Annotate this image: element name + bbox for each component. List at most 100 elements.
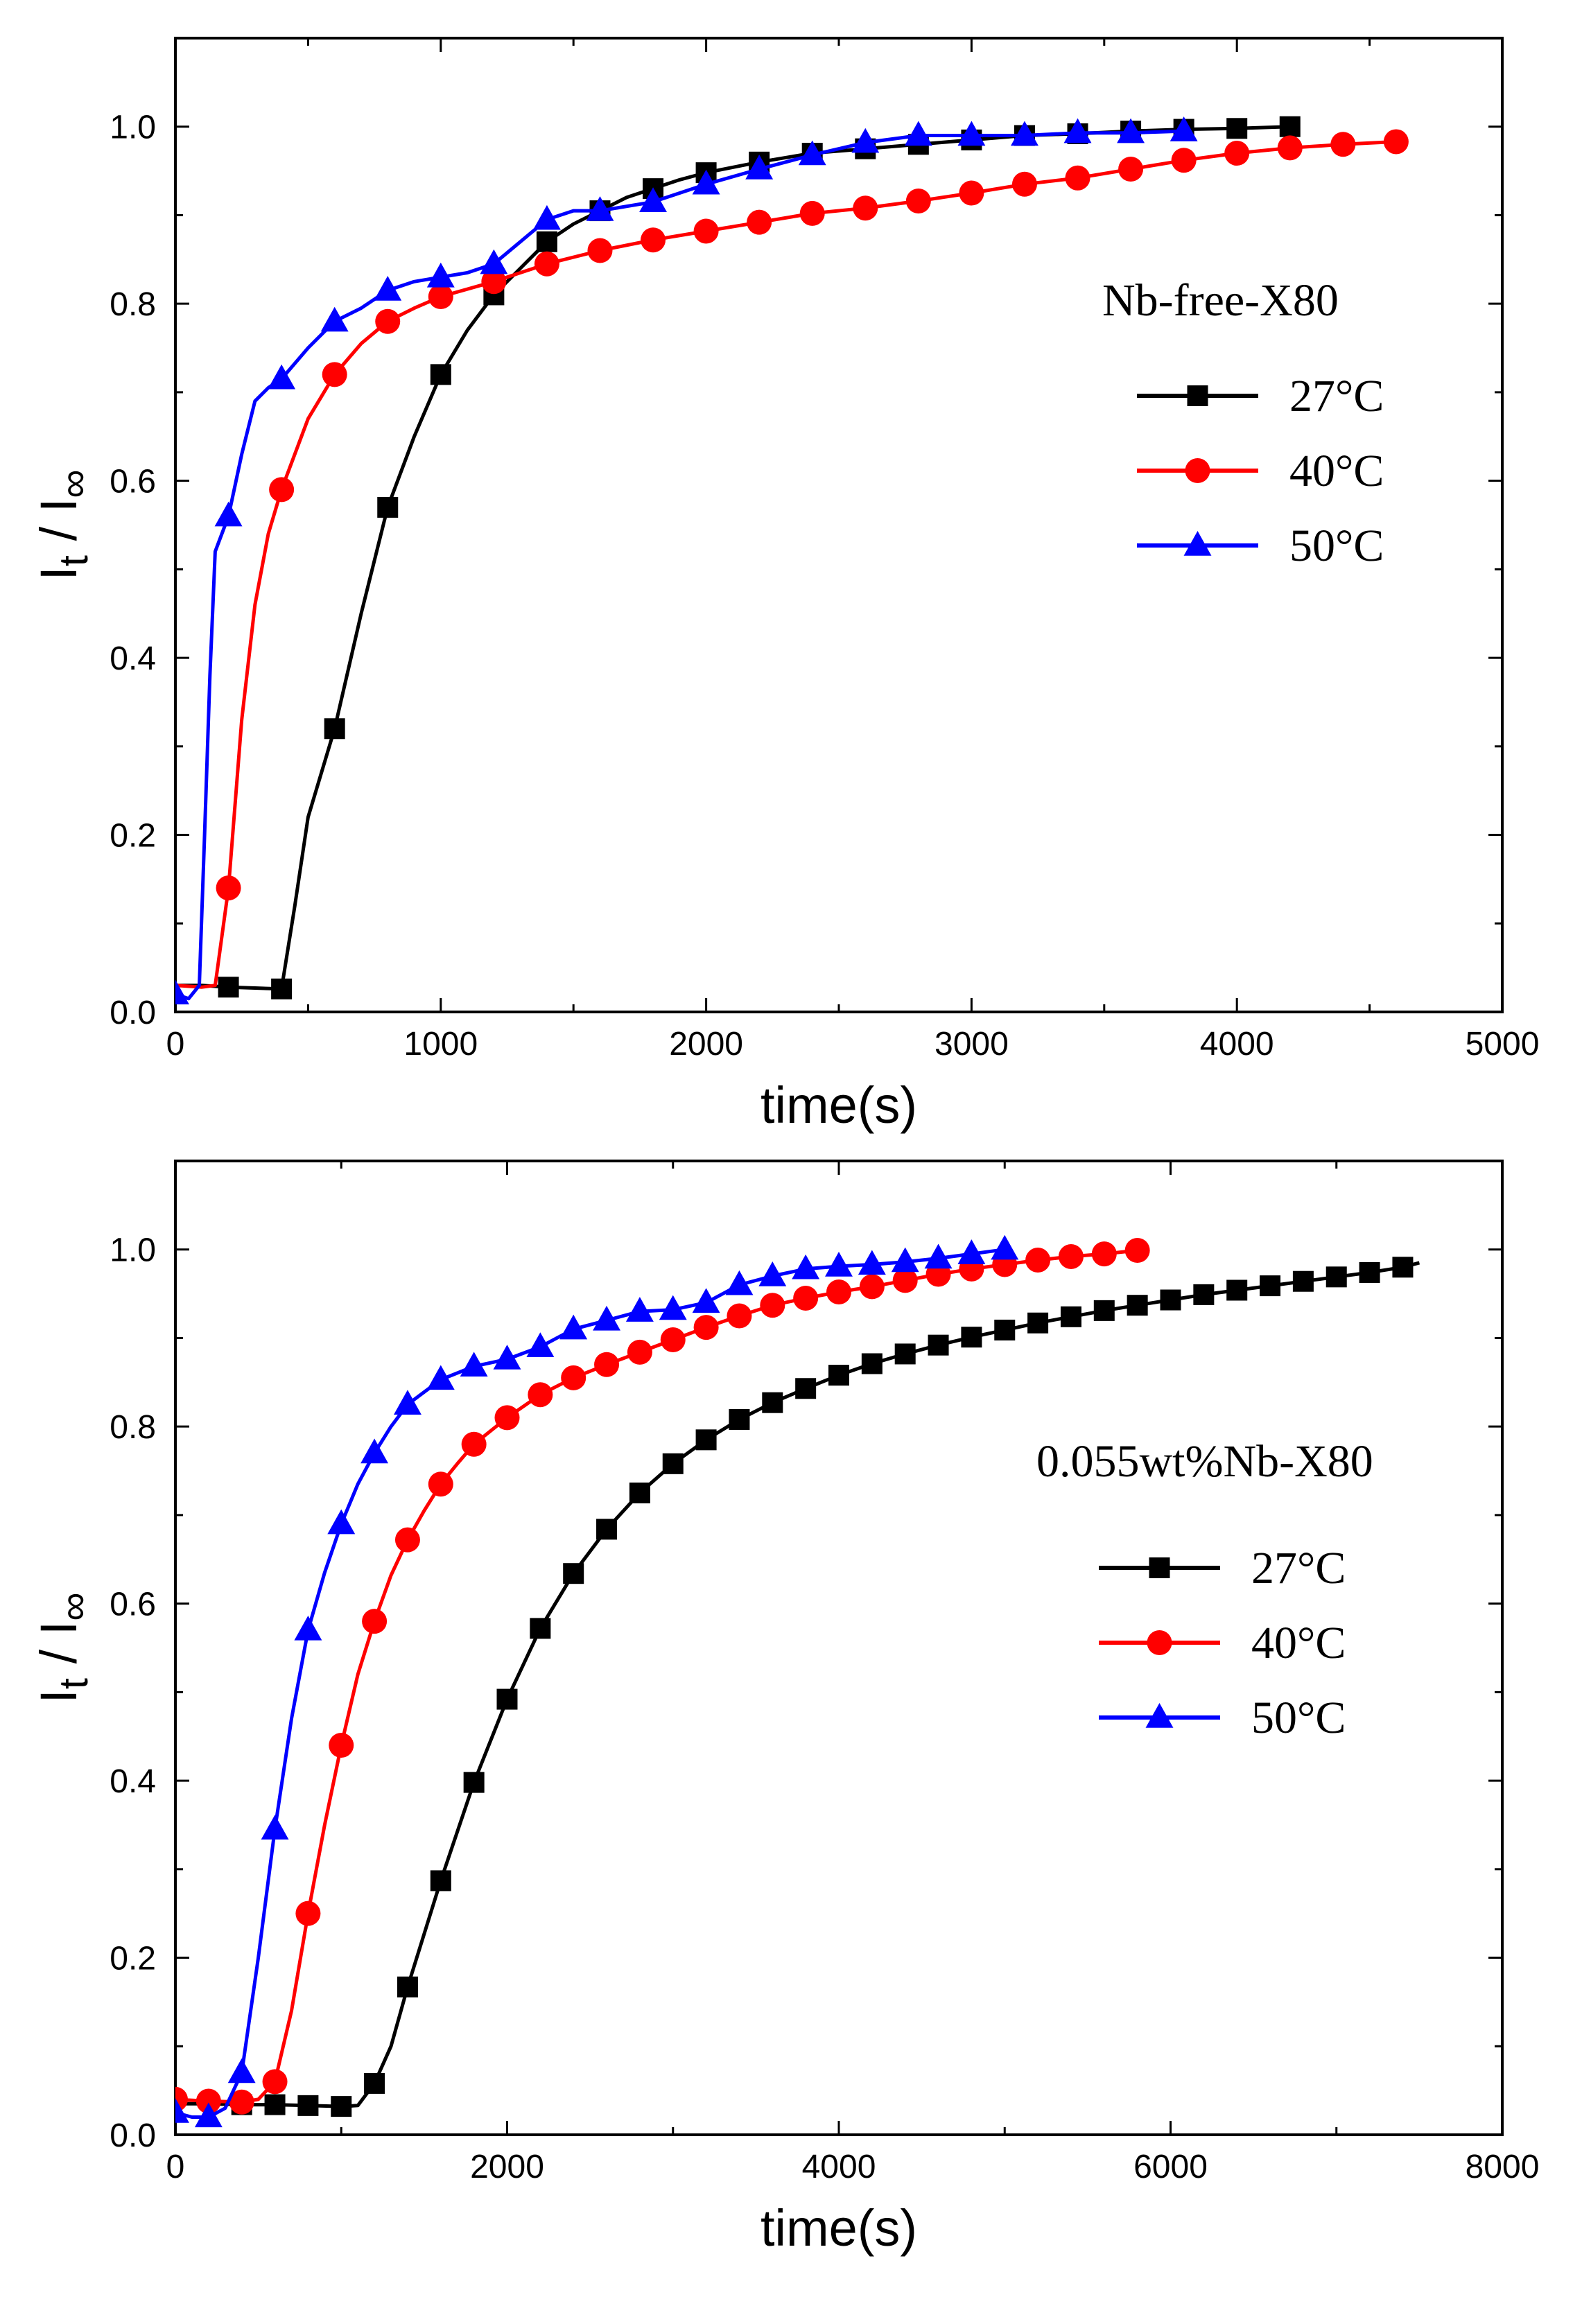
legend-marker bbox=[1145, 1703, 1174, 1728]
data-point bbox=[1392, 1257, 1414, 1278]
data-point bbox=[1060, 1306, 1081, 1327]
data-point bbox=[262, 2069, 288, 2095]
data-point bbox=[1011, 171, 1037, 197]
data-point bbox=[463, 1772, 485, 1793]
data-point bbox=[264, 2094, 286, 2115]
data-point bbox=[175, 979, 189, 1005]
plot-area bbox=[175, 116, 1409, 1005]
data-point bbox=[1117, 118, 1145, 143]
data-point bbox=[461, 1431, 487, 1457]
data-point bbox=[1093, 1300, 1115, 1321]
legend-label: 50°C bbox=[1289, 521, 1384, 571]
data-point bbox=[727, 1303, 752, 1329]
legend-label: 50°C bbox=[1251, 1693, 1346, 1743]
data-point bbox=[928, 1334, 949, 1356]
data-point bbox=[1260, 1275, 1281, 1297]
y-tick-label: 0.0 bbox=[110, 2117, 156, 2154]
data-point bbox=[625, 1297, 654, 1322]
data-point bbox=[394, 1390, 421, 1415]
data-point bbox=[534, 251, 559, 277]
data-point bbox=[894, 1343, 916, 1365]
data-point bbox=[428, 283, 453, 309]
x-tick-label: 5000 bbox=[1466, 1026, 1540, 1063]
data-point bbox=[1027, 1312, 1049, 1334]
data-point bbox=[269, 477, 295, 503]
data-point bbox=[480, 249, 508, 274]
data-point bbox=[1063, 118, 1092, 143]
y-axis-title-subscript: t bbox=[51, 1678, 96, 1689]
series-3 bbox=[175, 1234, 1019, 2128]
series-3 bbox=[175, 116, 1198, 1005]
annotation-label: Nb-free-X80 bbox=[1102, 275, 1339, 326]
data-point bbox=[1226, 118, 1248, 139]
y-axis-title: It / I∞ bbox=[30, 469, 96, 580]
data-point bbox=[532, 204, 561, 230]
data-point bbox=[593, 1305, 620, 1331]
data-point bbox=[662, 1453, 684, 1474]
y-axis-title-subscript: t bbox=[51, 555, 96, 566]
y-axis-title-part: / I bbox=[30, 498, 87, 555]
data-point bbox=[1383, 129, 1409, 155]
y-axis-title-part: I bbox=[30, 566, 87, 581]
data-point bbox=[762, 1392, 783, 1413]
data-point bbox=[496, 1688, 518, 1710]
y-tick-label: 1.0 bbox=[110, 1232, 156, 1269]
data-point bbox=[460, 1352, 488, 1377]
x-axis-title: time(s) bbox=[760, 1076, 917, 1134]
data-point bbox=[528, 1382, 553, 1408]
y-tick-label: 0.0 bbox=[110, 995, 156, 1031]
y-tick-label: 0.6 bbox=[110, 1587, 156, 1623]
series-line bbox=[175, 125, 1296, 991]
data-point bbox=[175, 2098, 189, 2123]
data-point bbox=[660, 1327, 686, 1353]
data-point bbox=[563, 1563, 584, 1584]
data-point bbox=[320, 306, 349, 332]
data-point bbox=[494, 1405, 520, 1431]
data-point bbox=[924, 1243, 953, 1269]
data-point bbox=[493, 1345, 521, 1370]
data-point bbox=[360, 1438, 389, 1464]
data-point bbox=[426, 262, 455, 288]
legend-marker bbox=[1185, 458, 1210, 483]
series-1 bbox=[175, 116, 1301, 999]
data-point bbox=[397, 1976, 418, 1998]
legend-marker bbox=[1183, 531, 1212, 556]
data-point bbox=[331, 2096, 352, 2117]
series-line bbox=[175, 1248, 1138, 2104]
data-point bbox=[428, 1471, 453, 1497]
legend-label: 27°C bbox=[1251, 1543, 1346, 1593]
y-axis-title-subscript: ∞ bbox=[51, 469, 96, 498]
data-point bbox=[594, 1352, 620, 1377]
data-point bbox=[891, 1247, 919, 1273]
data-point bbox=[853, 195, 878, 221]
legend-label: 40°C bbox=[1289, 446, 1384, 496]
data-point bbox=[1025, 1248, 1051, 1273]
data-point bbox=[991, 1234, 1019, 1260]
data-point bbox=[268, 364, 296, 390]
y-tick-label: 0.2 bbox=[110, 1941, 156, 1977]
y-tick-label: 0.2 bbox=[110, 818, 156, 855]
data-point bbox=[758, 1261, 787, 1286]
data-point bbox=[1065, 165, 1090, 191]
data-point bbox=[1226, 1279, 1248, 1301]
x-tick-label: 4000 bbox=[1200, 1026, 1274, 1063]
data-point bbox=[799, 200, 825, 226]
data-point bbox=[851, 128, 880, 153]
data-point bbox=[792, 1254, 820, 1279]
legend-marker bbox=[1187, 385, 1208, 406]
data-point bbox=[959, 180, 984, 206]
y-axis-title-part: I bbox=[30, 1689, 87, 1704]
data-point bbox=[639, 187, 667, 212]
data-point bbox=[297, 2095, 319, 2116]
data-point bbox=[214, 501, 243, 527]
data-point bbox=[1292, 1270, 1314, 1292]
series-2 bbox=[175, 1238, 1150, 2115]
y-axis-title: It / I∞ bbox=[30, 1592, 96, 1703]
data-point bbox=[327, 1509, 356, 1535]
data-point bbox=[858, 1250, 886, 1275]
data-point bbox=[596, 1519, 618, 1540]
data-point bbox=[693, 1315, 719, 1340]
data-point bbox=[526, 1332, 555, 1357]
data-point bbox=[1224, 141, 1250, 166]
